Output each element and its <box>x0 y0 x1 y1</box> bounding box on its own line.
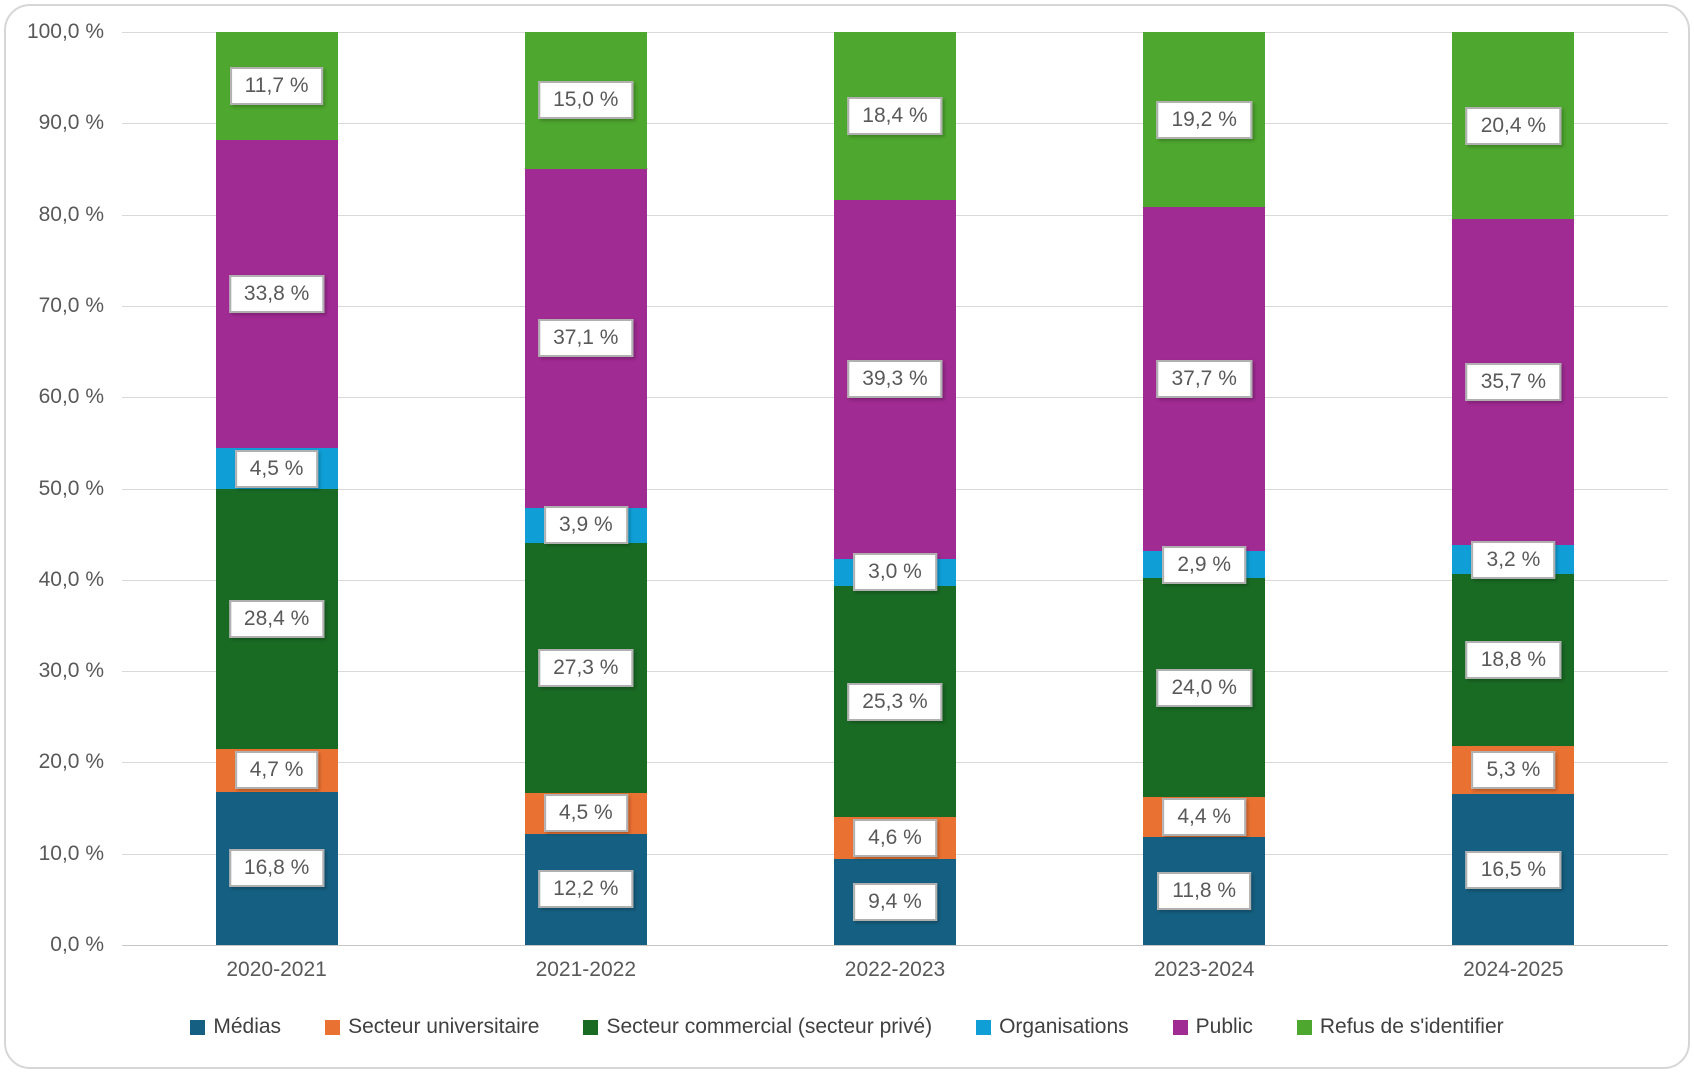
legend-item-public: Public <box>1172 1014 1253 1040</box>
data-label-public-2023-2024: 37,7 % <box>1156 360 1252 399</box>
legend-label: Organisations <box>999 1015 1129 1038</box>
y-axis-tick-label: 60,0 % <box>38 385 104 409</box>
data-label-medias-2022-2023: 9,4 % <box>853 883 937 922</box>
data-label-secteur-universitaire-2020-2021: 4,7 % <box>234 751 319 790</box>
data-label-public-2021-2022: 37,1 % <box>538 319 634 358</box>
data-label-organisations-2024-2025: 3,2 % <box>1471 540 1556 579</box>
legend-item-organisations: Organisations <box>976 1014 1129 1040</box>
legend-label: Secteur universitaire <box>348 1015 540 1038</box>
data-label-organisations-2022-2023: 3,0 % <box>853 553 937 592</box>
data-label-medias-2023-2024: 11,8 % <box>1157 872 1252 911</box>
x-axis-category-label: 2021-2022 <box>535 958 637 981</box>
x-axis-category-label: 2020-2021 <box>226 958 327 981</box>
y-axis-tick-label: 10,0 % <box>38 841 104 865</box>
data-label-public-2020-2021: 33,8 % <box>228 275 325 314</box>
data-label-secteur-universitaire-2021-2022: 4,5 % <box>543 794 628 833</box>
x-axis-category-label: 2023-2024 <box>1153 958 1255 981</box>
legend-item-secteur-commercial-secteur-prive: Secteur commercial (secteur privé) <box>583 1014 932 1040</box>
data-label-organisations-2020-2021: 4,5 % <box>234 449 319 488</box>
data-label-refus-de-sidentifier-2023-2024: 19,2 % <box>1156 100 1252 139</box>
data-label-secteur-universitaire-2024-2025: 5,3 % <box>1471 751 1556 790</box>
legend-item-medias: Médias <box>190 1014 281 1040</box>
y-axis-tick-label: 70,0 % <box>38 293 104 317</box>
legend-label: Refus de s'identifier <box>1319 1015 1504 1038</box>
legend-label: Public <box>1195 1015 1253 1038</box>
data-label-secteur-universitaire-2023-2024: 4,4 % <box>1162 798 1247 837</box>
y-axis-tick-label: 50,0 % <box>38 476 104 500</box>
legend-label: Secteur commercial (secteur privé) <box>606 1015 933 1038</box>
legend: Médias Secteur universitaire Secteur comme… <box>0 1014 1694 1040</box>
data-label-medias-2024-2025: 16,5 % <box>1465 850 1562 889</box>
data-label-refus-de-sidentifier-2024-2025: 20,4 % <box>1465 106 1562 145</box>
data-label-public-2022-2023: 39,3 % <box>847 360 943 399</box>
data-label-secteur-commercial-secteur-prive-2023-2024: 24,0 % <box>1156 668 1252 707</box>
data-label-secteur-commercial-secteur-prive-2022-2023: 25,3 % <box>847 682 943 721</box>
legend-label: Médias <box>213 1015 282 1038</box>
y-axis-tick-label: 0,0 % <box>50 933 104 956</box>
data-label-medias-2020-2021: 16,8 % <box>228 849 325 888</box>
data-label-secteur-commercial-secteur-prive-2024-2025: 18,8 % <box>1465 641 1562 680</box>
legend-item-refus-de-sidentifier: Refus de s'identifier <box>1296 1014 1504 1040</box>
y-axis-tick-label: 90,0 % <box>38 111 104 135</box>
data-label-medias-2021-2022: 12,2 % <box>538 870 634 909</box>
legend-swatch-icon <box>583 1019 599 1035</box>
data-label-refus-de-sidentifier-2021-2022: 15,0 % <box>538 81 634 120</box>
y-axis-tick-label: 20,0 % <box>38 750 104 774</box>
data-label-public-2024-2025: 35,7 % <box>1465 363 1562 402</box>
y-axis-tick-label: 30,0 % <box>38 659 104 683</box>
legend-swatch-icon <box>190 1019 206 1035</box>
data-label-refus-de-sidentifier-2020-2021: 11,7 % <box>229 66 324 105</box>
y-axis-tick-label: 80,0 % <box>38 202 104 226</box>
data-label-refus-de-sidentifier-2022-2023: 18,4 % <box>847 96 943 135</box>
y-gridline-0 <box>122 945 1668 946</box>
legend-swatch-icon <box>325 1019 341 1035</box>
legend-swatch-icon <box>976 1019 992 1035</box>
data-label-secteur-commercial-secteur-prive-2020-2021: 28,4 % <box>228 600 325 639</box>
legend-swatch-icon <box>1172 1019 1188 1035</box>
x-axis-category-label: 2022-2023 <box>844 958 946 981</box>
x-axis-category-label: 2024-2025 <box>1463 958 1564 981</box>
data-label-organisations-2023-2024: 2,9 % <box>1162 545 1247 584</box>
y-axis-tick-label: 40,0 % <box>38 567 104 591</box>
data-label-organisations-2021-2022: 3,9 % <box>543 506 628 545</box>
data-label-secteur-universitaire-2022-2023: 4,6 % <box>853 819 937 858</box>
y-axis-tick-label: 100,0 % <box>26 20 104 43</box>
data-label-secteur-commercial-secteur-prive-2021-2022: 27,3 % <box>538 648 634 687</box>
legend-item-secteur-universitaire: Secteur universitaire <box>325 1014 539 1040</box>
legend-swatch-icon <box>1296 1019 1312 1035</box>
